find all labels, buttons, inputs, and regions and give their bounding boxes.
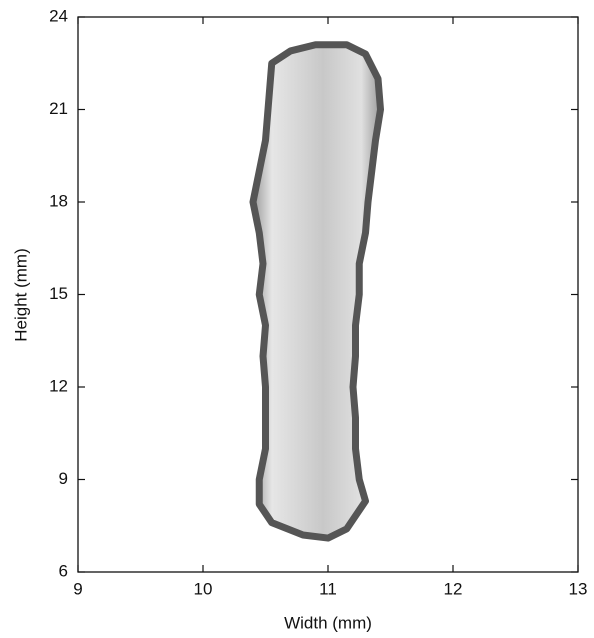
- x-tick-label: 9: [73, 579, 82, 598]
- y-axis-label: Height (mm): [11, 248, 30, 342]
- x-tick-label: 10: [194, 579, 213, 598]
- x-tick-label: 11: [319, 579, 337, 598]
- x-tick-label: 12: [444, 579, 463, 598]
- y-tick-label: 21: [49, 99, 68, 118]
- y-tick-label: 12: [49, 376, 68, 395]
- y-tick-label: 6: [59, 561, 68, 580]
- x-axis-label: Width (mm): [284, 613, 372, 632]
- x-tick-label: 13: [569, 579, 588, 598]
- y-tick-label: 9: [59, 469, 68, 488]
- contour-outline: [249, 41, 384, 542]
- y-tick-label: 15: [49, 284, 68, 303]
- y-tick-label: 18: [49, 191, 68, 210]
- y-tick-label: 24: [49, 6, 68, 25]
